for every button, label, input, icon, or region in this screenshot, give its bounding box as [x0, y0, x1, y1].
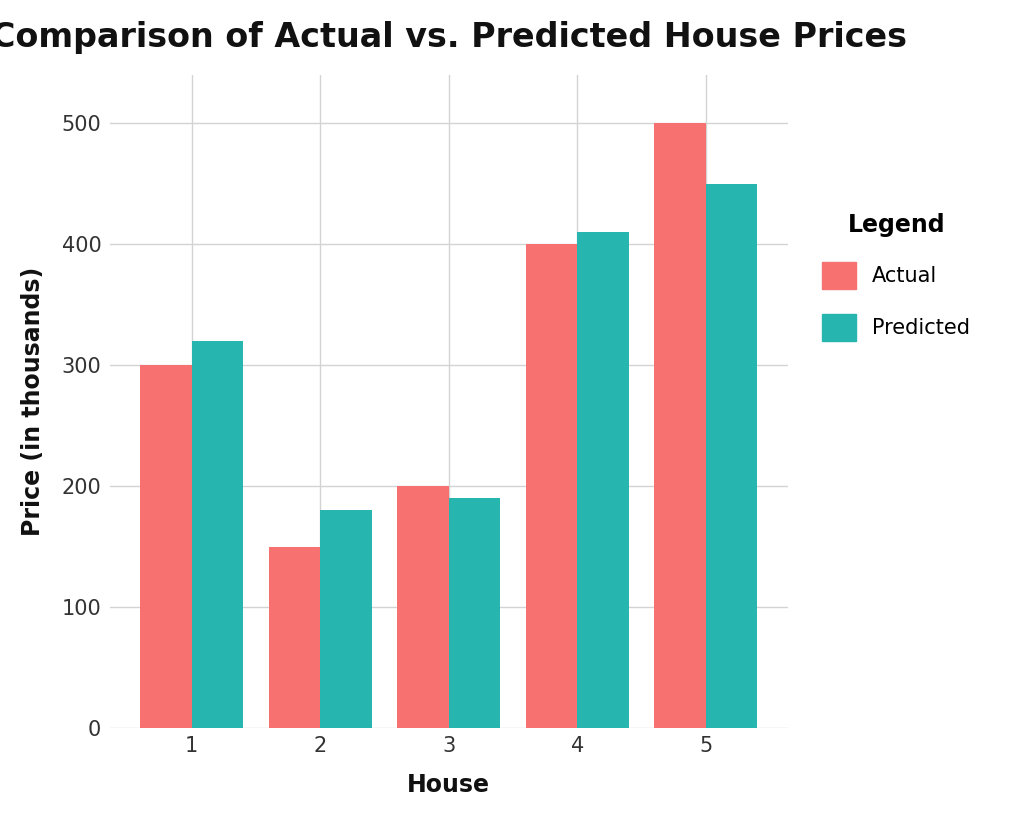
Bar: [448, 498, 500, 728]
Bar: [577, 232, 628, 728]
Bar: [140, 365, 192, 728]
Bar: [706, 183, 756, 728]
Y-axis label: Price (in thousands): Price (in thousands): [21, 267, 44, 536]
Bar: [526, 244, 577, 728]
Legend: Actual, Predicted: Actual, Predicted: [812, 203, 981, 351]
X-axis label: House: House: [407, 773, 490, 798]
Bar: [192, 341, 243, 728]
Bar: [397, 486, 448, 728]
Bar: [320, 510, 372, 728]
Bar: [269, 546, 320, 728]
Title: Comparison of Actual vs. Predicted House Prices: Comparison of Actual vs. Predicted House…: [0, 20, 907, 54]
Bar: [654, 123, 706, 728]
